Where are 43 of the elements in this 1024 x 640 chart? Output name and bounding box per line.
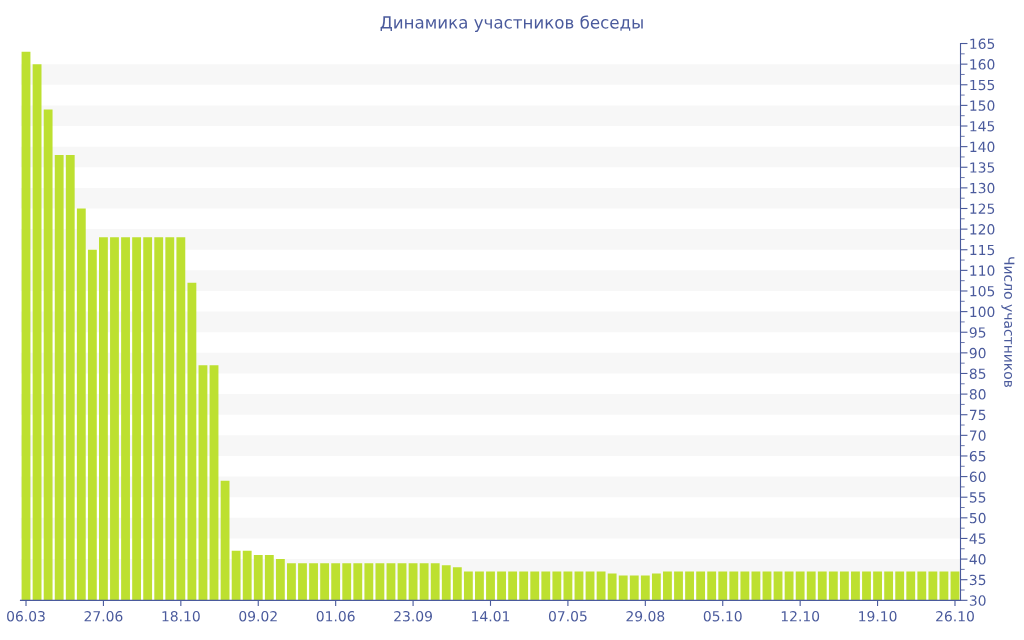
y-tick-label: 35: [969, 574, 986, 586]
y-tick-label: 100: [970, 306, 995, 318]
x-tick-label: 09.02: [239, 610, 277, 622]
y-tick-label: 95: [969, 327, 986, 338]
y-tick-label: 55: [969, 492, 986, 503]
y-tick-label: 60: [969, 471, 986, 483]
y-tick-label: 160: [970, 59, 995, 70]
y-tick-label: 70: [969, 430, 986, 441]
x-tick-label: 29.08: [626, 610, 665, 622]
y-tick-label: 140: [970, 141, 995, 153]
x-tick-label: 19.10: [859, 610, 897, 622]
x-tick-label: 12.10: [781, 610, 820, 622]
y-tick-label: 165: [970, 38, 995, 49]
y-axis-title: Число участников: [1001, 257, 1015, 388]
x-tick-label: 14.01: [472, 610, 510, 622]
y-tick-label: 125: [970, 203, 995, 214]
y-tick-label: 145: [970, 121, 995, 132]
x-tick-label: 23.09: [394, 610, 432, 622]
y-tick-label: 80: [969, 389, 986, 400]
y-tick-label: 75: [969, 409, 986, 421]
y-tick-label: 130: [970, 182, 995, 194]
y-tick-label: 115: [970, 244, 995, 256]
x-tick-label: 26.10: [936, 610, 974, 622]
x-tick-label: 05.10: [703, 610, 742, 622]
y-tick-label: 110: [970, 265, 995, 276]
y-tick-label: 85: [969, 368, 986, 379]
y-tick-label: 135: [970, 162, 995, 173]
chart-title: Динамика участников беседы: [380, 15, 643, 32]
y-tick-label: 120: [970, 224, 995, 235]
y-tick-label: 150: [970, 100, 995, 111]
y-tick-label: 105: [970, 285, 995, 297]
y-tick-label: 155: [970, 79, 995, 91]
y-tick-label: 45: [969, 533, 986, 544]
y-tick-label: 40: [969, 554, 986, 565]
y-tick-label: 65: [969, 450, 986, 462]
y-tick-label: 50: [969, 512, 986, 524]
y-tick-label: 30: [969, 595, 986, 606]
x-tick-label: 18.10: [162, 610, 200, 622]
x-tick-label: 27.06: [84, 610, 123, 622]
y-tick-label: 90: [969, 347, 986, 359]
x-tick-label: 01.06: [316, 610, 355, 622]
x-tick-label: 07.05: [548, 610, 587, 622]
x-tick-label: 06.03: [7, 610, 45, 622]
